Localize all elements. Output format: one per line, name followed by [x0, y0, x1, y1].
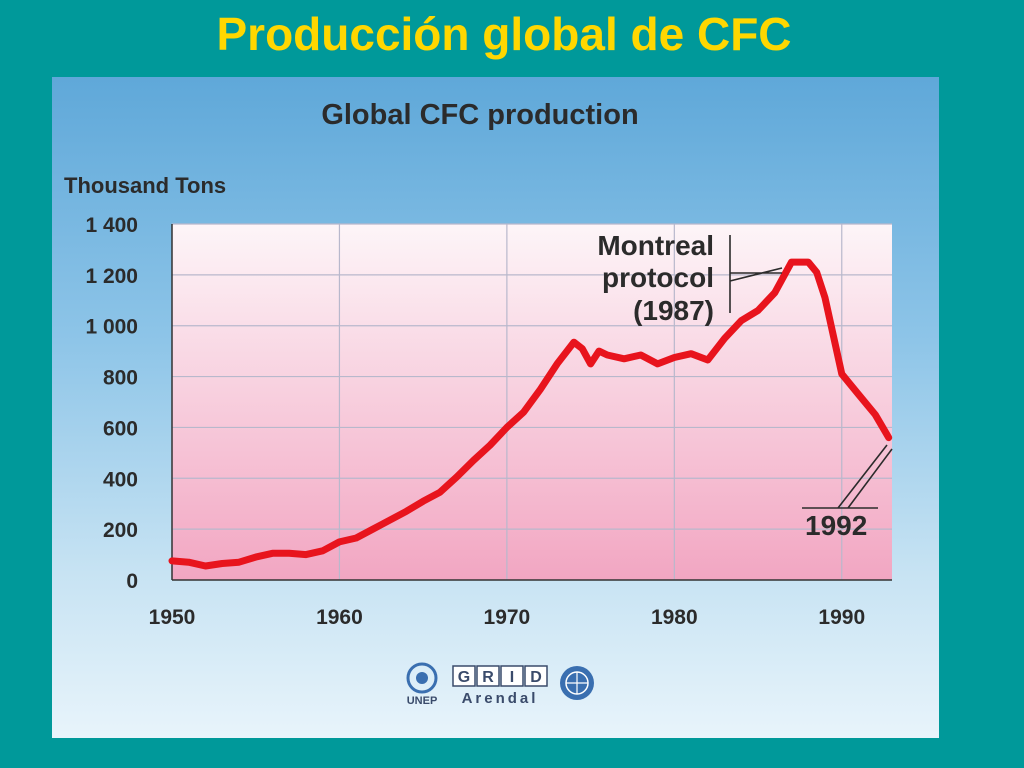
montreal-protocol-annotation: Montreal protocol (1987)	[597, 230, 783, 326]
unep-emblem-icon	[406, 662, 438, 694]
grid-letter-r: R	[482, 669, 494, 686]
y-tick-labels: 0 200 400 600 800 1 000 1 200 1 400	[85, 214, 138, 593]
y-tick-label: 1 400	[85, 214, 138, 237]
annotation-montreal-line2: protocol	[602, 262, 714, 293]
grid-arendal-logo: G R I D Arendal	[452, 665, 548, 707]
x-tick-label: 1980	[651, 606, 698, 629]
y-tick-label: 600	[103, 417, 138, 440]
series-layer	[168, 258, 893, 570]
y-axis-unit-label: Thousand Tons	[64, 173, 226, 198]
grid-letter-i: I	[510, 669, 514, 686]
slide-title: Producción global de CFC	[216, 8, 792, 60]
axis-lines	[171, 224, 892, 581]
x-tick-labels: 1950 1960 1970 1980 1990	[149, 606, 865, 629]
y-tick-label: 1 000	[85, 316, 138, 339]
grid-letter-d: D	[530, 669, 542, 686]
un-emblem-icon	[560, 666, 594, 700]
year-1992-annotation: 1992	[802, 444, 893, 541]
y-tick-label: 800	[103, 367, 138, 390]
x-tick-label: 1970	[484, 606, 531, 629]
annotation-montreal-line1: Montreal	[597, 230, 714, 261]
unep-logo: UNEP	[406, 662, 438, 707]
annotation-1992-leader	[802, 444, 893, 509]
x-tick-label: 1990	[818, 606, 865, 629]
chart-figure: Global CFC production Thousand Tons 0 200…	[52, 77, 939, 738]
unep-label: UNEP	[407, 695, 438, 707]
arendal-label: Arendal	[462, 690, 539, 707]
annotation-montreal-bracket	[729, 235, 783, 313]
annotation-montreal-line3: (1987)	[633, 295, 714, 326]
x-tick-label: 1950	[149, 606, 196, 629]
y-tick-label: 0	[126, 570, 138, 593]
y-tick-label: 200	[103, 519, 138, 542]
x-tick-label: 1960	[316, 606, 363, 629]
chart-title: Global CFC production	[321, 99, 638, 131]
cfc-production-line	[168, 258, 893, 570]
y-tick-label: 400	[103, 468, 138, 491]
grid-letter-g: G	[458, 669, 470, 686]
grid-lines	[172, 223, 892, 580]
annotation-1992-label: 1992	[805, 510, 867, 541]
y-tick-label: 1 200	[85, 265, 138, 288]
cfc-line-chart: Global CFC production Thousand Tons 0 200…	[64, 99, 893, 707]
